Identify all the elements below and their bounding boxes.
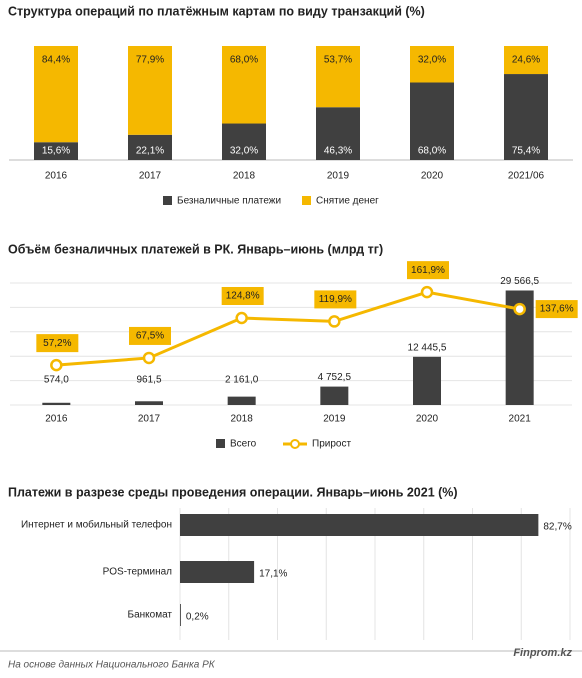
legend-label: Безналичные платежи — [177, 196, 281, 207]
bar-segment — [504, 46, 548, 75]
chart-title: Структура операций по платёжным картам п… — [8, 4, 425, 18]
bar — [320, 386, 349, 405]
x-tick-label: 2017 — [139, 171, 162, 182]
value-label: 119,9% — [319, 294, 352, 305]
value-label: 68,0% — [418, 146, 446, 157]
x-tick-label: 2019 — [323, 414, 346, 425]
bar-segment — [410, 46, 454, 83]
line-point — [420, 285, 434, 299]
bar-segment — [222, 46, 266, 124]
bar-segment — [222, 123, 266, 160]
label-box — [129, 326, 171, 345]
value-label: 32,0% — [418, 55, 446, 66]
legend-swatch — [163, 196, 172, 205]
bar-segment — [34, 46, 78, 143]
line-point — [235, 311, 248, 325]
bar — [135, 401, 163, 405]
chart-title: Объём безналичных платежей в РК. Январь–… — [8, 242, 383, 256]
value-label: 68,0% — [230, 55, 258, 66]
value-label: 82,7% — [543, 522, 571, 533]
label-box — [36, 334, 79, 353]
label-box — [221, 286, 264, 305]
legend-label: Прирост — [312, 439, 351, 450]
bar — [42, 402, 71, 405]
x-tick-label: 2020 — [421, 171, 444, 182]
value-label: 961,5 — [136, 375, 161, 386]
x-tick-label: 2021/06 — [508, 171, 545, 182]
line-point — [142, 351, 156, 365]
x-tick-label: 2017 — [138, 414, 161, 425]
bar-segment — [316, 107, 360, 160]
y-tick-label: POS-терминал — [103, 567, 173, 578]
legend-label: Всего — [230, 439, 257, 450]
value-label: 124,8% — [226, 291, 260, 302]
value-label: 0,2% — [186, 612, 209, 623]
line-point — [50, 358, 63, 372]
line-point — [513, 302, 526, 316]
legend-label: Снятие денег — [316, 196, 379, 207]
value-label: 53,7% — [324, 55, 352, 66]
value-label: 46,3% — [324, 146, 352, 157]
value-label: 29 566,5 — [500, 276, 539, 287]
value-label: 137,6% — [540, 304, 574, 315]
legend-swatch — [302, 196, 311, 205]
legend-marker — [290, 439, 300, 449]
value-label: 15,6% — [42, 146, 70, 157]
x-tick-label: 2020 — [416, 414, 439, 425]
line-point — [328, 315, 341, 328]
value-label: 75,4% — [512, 146, 540, 157]
x-tick-label: 2021 — [509, 414, 532, 425]
label-box — [407, 261, 449, 280]
bar — [180, 604, 181, 626]
bar-segment — [410, 82, 454, 160]
bar — [413, 356, 441, 405]
value-label: 67,5% — [136, 331, 164, 342]
value-label: 12 445,5 — [408, 342, 447, 353]
brand: Finprom.kz — [513, 647, 572, 659]
value-label: 84,4% — [42, 55, 70, 66]
value-label: 32,0% — [230, 146, 258, 157]
value-label: 17,1% — [259, 569, 287, 580]
bar-segment — [34, 142, 78, 160]
value-label: 77,9% — [136, 55, 164, 66]
value-label: 161,9% — [411, 265, 445, 276]
label-box — [314, 290, 357, 309]
x-tick-label: 2018 — [231, 414, 254, 425]
value-label: 22,1% — [136, 146, 164, 157]
bar — [227, 396, 256, 405]
source: На основе данных Национального Банка РК — [8, 660, 216, 671]
value-label: 24,6% — [512, 55, 540, 66]
bar-segment — [128, 46, 172, 135]
value-label: 2 161,0 — [225, 375, 259, 386]
value-label: 57,2% — [43, 338, 71, 349]
line — [56, 290, 520, 367]
bar-segment — [128, 134, 172, 160]
x-tick-label: 2016 — [45, 414, 68, 425]
bar-segment — [316, 46, 360, 108]
value-label: 4 752,5 — [318, 372, 352, 383]
label-box — [535, 300, 578, 319]
x-tick-label: 2016 — [45, 171, 68, 182]
bar — [180, 561, 255, 583]
value-label: 574,0 — [44, 375, 69, 386]
legend-swatch — [216, 439, 225, 448]
chart-title: Платежи в разрезе среды проведения опера… — [8, 485, 458, 499]
bar — [180, 514, 539, 536]
x-tick-label: 2018 — [233, 171, 256, 182]
x-tick-label: 2019 — [327, 171, 350, 182]
bar-segment — [504, 74, 548, 160]
y-tick-label: Банкомат — [128, 610, 173, 621]
y-tick-label: Интернет и мобильный телефон — [21, 519, 172, 531]
